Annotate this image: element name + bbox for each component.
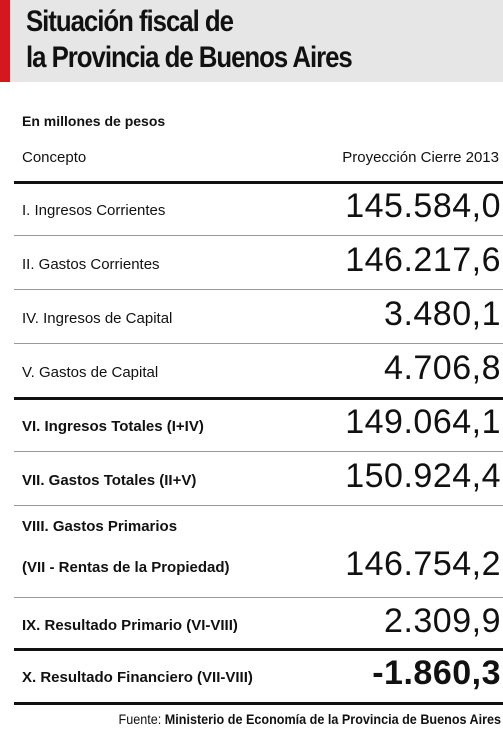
- column-header: Concepto: [22, 149, 87, 166]
- row-value: 149.064,1: [345, 403, 501, 441]
- row-divider: [14, 181, 503, 184]
- row-label: (VII - Rentas de la Propiedad): [22, 559, 230, 576]
- row-value: 150.924,4: [345, 457, 501, 495]
- row-label: VIII. Gastos Primarios: [22, 518, 178, 535]
- source-text: Ministerio de Economía de la Provincia d…: [164, 711, 502, 727]
- row-divider: [14, 397, 503, 400]
- row-label: V. Gastos de Capital: [22, 364, 159, 381]
- row-value: 2.309,9: [384, 601, 501, 640]
- row-label: IX. Resultado Primario (VI-VIII): [22, 616, 238, 634]
- row-divider: [14, 597, 503, 598]
- table-row: X. Resultado Financiero (VII-VIII) -1.860…: [14, 648, 503, 702]
- row-divider: [14, 289, 503, 290]
- table-row: I. Ingresos Corrientes 145.584,0: [14, 181, 503, 235]
- table-row: V. Gastos de Capital 4.706,8: [14, 343, 503, 397]
- row-divider: [14, 451, 503, 452]
- table-row: VII. Gastos Totales (II+V) 150.924,4: [14, 451, 503, 505]
- header: [0, 0, 503, 82]
- row-divider: [14, 505, 503, 506]
- table-row: VIII. Gastos Primarios (VII - Rentas de l…: [14, 505, 503, 597]
- row-label: VI. Ingresos Totales (I+IV): [22, 418, 204, 435]
- row-value: 4.706,8: [384, 349, 501, 387]
- header-accent: [0, 0, 10, 82]
- row-label: IV. Ingresos de Capital: [22, 310, 173, 327]
- row-divider: [14, 648, 503, 651]
- row-label: II. Gastos Corrientes: [22, 256, 160, 273]
- subtitle: En millones de pesos: [22, 113, 166, 129]
- source-prefix: Fuente:: [118, 711, 162, 727]
- row-label: I. Ingresos Corrientes: [22, 202, 166, 219]
- row-value: -1.860,3: [372, 654, 501, 692]
- row-divider: [14, 343, 503, 344]
- title-line: Situación fiscal de: [26, 5, 234, 38]
- row-value: 146.217,6: [345, 241, 501, 279]
- title-line: la Provincia de Buenos Aires: [26, 41, 353, 74]
- row-value: 3.480,1: [384, 295, 501, 333]
- row-value: 145.584,0: [345, 187, 501, 225]
- source: Fuente: Ministerio de Economía de la Pro…: [118, 711, 501, 727]
- row-label: VII. Gastos Totales (II+V): [22, 472, 197, 489]
- row-divider: [14, 235, 503, 236]
- row-label: X. Resultado Financiero (VII-VIII): [22, 669, 253, 686]
- table-row: VI. Ingresos Totales (I+IV) 149.064,1: [14, 397, 503, 451]
- table-row: II. Gastos Corrientes 146.217,6: [14, 235, 503, 289]
- table-row: IX. Resultado Primario (VI-VIII) 2.309,9: [14, 597, 503, 648]
- column-header: Proyección Cierre 2013: [342, 149, 499, 166]
- row-divider: [14, 702, 503, 705]
- table-row: IV. Ingresos de Capital 3.480,1: [14, 289, 503, 343]
- row-value: 146.754,2: [345, 545, 501, 583]
